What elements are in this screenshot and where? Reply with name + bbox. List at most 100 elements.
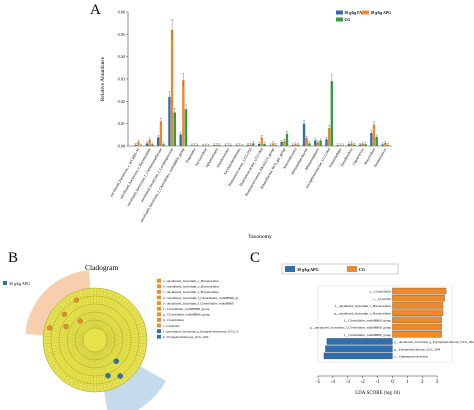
cladogram-node: [62, 373, 65, 377]
cladogram-branch: [51, 312, 85, 334]
lda-x-tick-label: -4: [331, 380, 336, 385]
bar: [168, 96, 171, 146]
cladogram-branch: [93, 289, 95, 329]
lda-category-label: c__Gammaproteobacteria: [394, 354, 429, 358]
cladogram-node: [70, 379, 73, 382]
cladogram-node: [112, 381, 116, 385]
lda-bar: [392, 309, 444, 316]
cladogram-legend-swatch: [157, 312, 161, 317]
lda-category-label: o__Clostridiales: [369, 290, 391, 294]
lda-legend-swatch: [347, 266, 357, 272]
cladogram-branch: [44, 340, 84, 344]
cladogram-branch: [45, 325, 84, 337]
cladogram-branch: [106, 340, 146, 344]
bar: [319, 140, 322, 146]
lda-x-tick-label: -2: [361, 380, 366, 385]
cladogram-branch: [45, 329, 84, 338]
lda-legend-box: [281, 263, 399, 275]
cladogram-branch: [99, 292, 115, 329]
cladogram-node: [117, 379, 120, 382]
y-tick-label: 0.05: [118, 32, 125, 37]
cladogram-branch: [96, 351, 101, 391]
cladogram-branch: [75, 351, 91, 388]
cladogram-node: [134, 315, 137, 318]
cladogram-node: [79, 294, 82, 297]
bar: [157, 137, 160, 146]
lda-category-label: g__uncultured_bacterium_f_Clostridiales_…: [310, 326, 391, 330]
bar: [285, 133, 289, 146]
cladogram-node: [128, 370, 132, 373]
cladogram-branch: [95, 351, 97, 391]
lda-category-label: f__uncultured_bacterium_o_Bacteroidales: [335, 304, 392, 308]
cladogram-branch: [106, 329, 145, 338]
lda-bar: [326, 338, 393, 345]
cladogram-node: [55, 366, 59, 369]
cladogram-legend-item: a : uncultured_bacterium_o_Bacteroidales: [163, 279, 220, 283]
bar: [179, 134, 182, 146]
lda-x-tick-label: 0: [391, 380, 394, 385]
cladogram-branch: [106, 342, 145, 351]
cladogram-legend-item: f : Clostridiales_vadinBB60_group: [163, 307, 210, 311]
bar: [375, 137, 378, 146]
bar: [325, 139, 328, 146]
cladogram-node: [131, 366, 135, 369]
cladogram-node: [140, 343, 143, 347]
bar: [370, 133, 373, 146]
cladogram-branch: [89, 351, 94, 391]
cladogram-branch: [72, 350, 90, 386]
panel-c-lda-chart: 30 g/kg APG CG o__Clostridiales c__Clostrid…: [281, 263, 474, 396]
cladogram-node: [70, 298, 73, 301]
cladogram-branch: [60, 301, 88, 332]
lda-x-tick-label: -5: [316, 380, 321, 385]
cladogram-branch: [100, 350, 121, 385]
cladogram-branch: [82, 290, 93, 329]
cladogram-branch: [45, 342, 84, 351]
cladogram-branch: [104, 347, 135, 373]
bar: [260, 137, 264, 146]
cladogram-branch: [106, 322, 143, 337]
cladogram-node: [88, 385, 92, 388]
x-axis-label: Taxonomy: [248, 234, 272, 240]
cladogram-node: [128, 307, 132, 310]
legend-swatch: [362, 10, 369, 15]
cladogram-node: [79, 383, 82, 386]
cladogram-node: [66, 376, 69, 380]
cladogram-node: [140, 333, 143, 337]
cladogram-legend-swatch: [157, 306, 161, 311]
bar: [184, 109, 188, 146]
cladogram-legend-swatch: [3, 281, 7, 285]
cladogram-branch: [85, 351, 94, 391]
cladogram-node: [117, 298, 120, 301]
cladogram-branch: [63, 299, 88, 331]
cladogram-node: [74, 381, 78, 385]
cladogram-branch: [100, 295, 121, 330]
cladogram-circle: [25, 270, 167, 410]
cladogram-node: [98, 385, 102, 388]
cladogram-branch: [106, 343, 145, 355]
cladogram-node: [93, 291, 97, 295]
cladogram-branch: [104, 309, 137, 334]
cladogram-legend-swatch: [157, 284, 161, 289]
cladogram-branch: [55, 347, 86, 373]
cladogram-node: [66, 300, 69, 304]
cladogram-title: Cladogram: [85, 263, 118, 272]
bar: [372, 124, 376, 146]
x-tick-label: Treponema: [185, 147, 197, 164]
cladogram-node: [49, 353, 52, 356]
legend-swatch: [336, 17, 343, 22]
cladogram-branch: [66, 349, 89, 383]
cladogram-node: [103, 384, 106, 388]
cladogram-branch: [102, 299, 127, 331]
cladogram-branch: [104, 346, 137, 371]
cladogram-node: [47, 343, 50, 347]
legend-label: 30 g/kg APG: [371, 11, 392, 15]
lda-bar: [392, 302, 444, 309]
cladogram-branch: [105, 346, 139, 368]
lda-bar: [392, 323, 442, 331]
cladogram-node: [93, 385, 97, 389]
lda-bar: [392, 331, 442, 338]
cladogram-legend-item: c : uncultured_bacterium_o_Bacteroidales: [163, 290, 220, 294]
cladogram-cg-node: [73, 297, 79, 303]
lda-x-tick-label: -1: [375, 380, 380, 385]
